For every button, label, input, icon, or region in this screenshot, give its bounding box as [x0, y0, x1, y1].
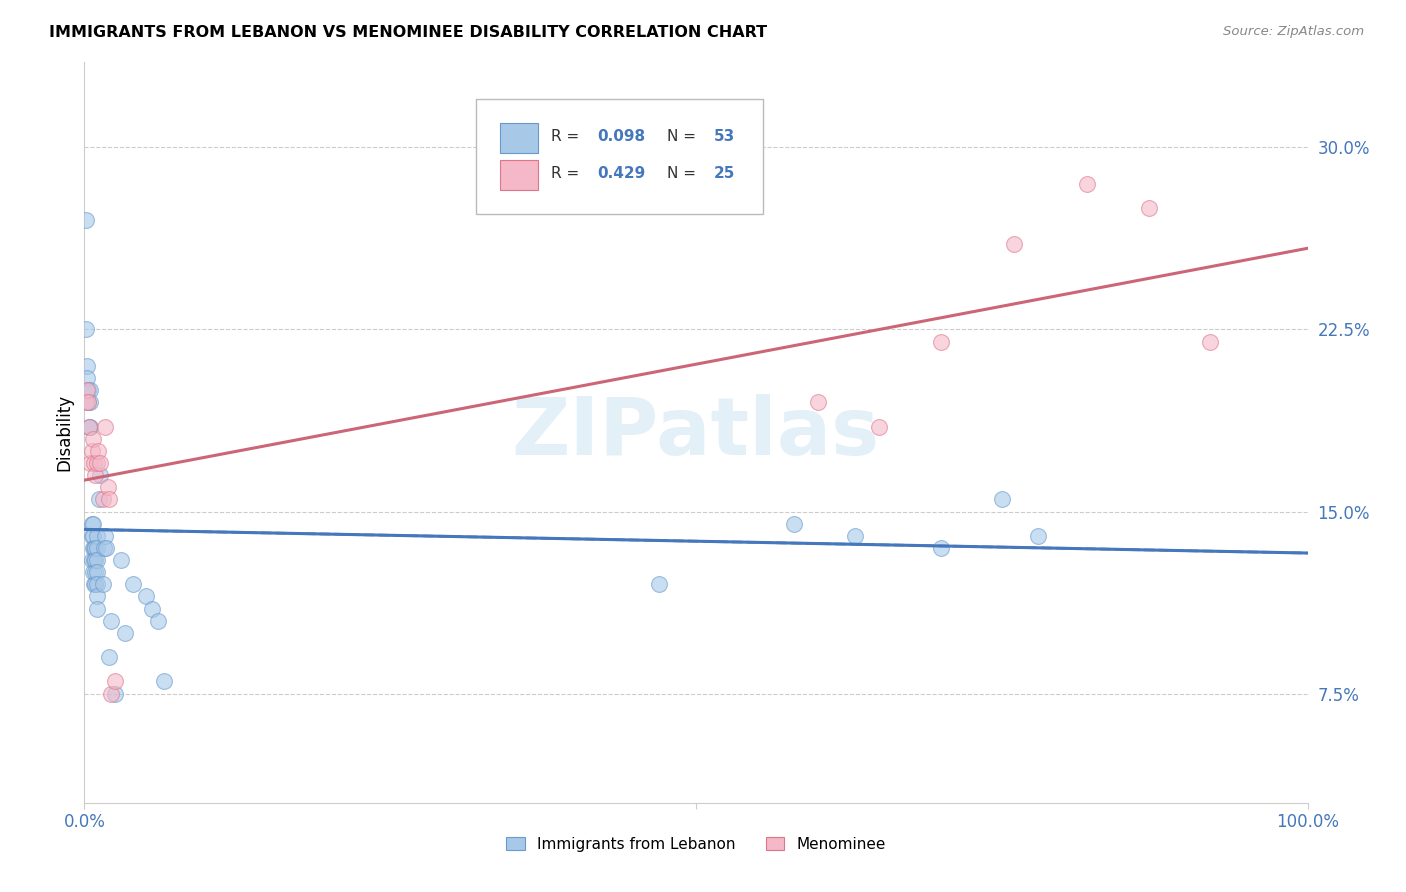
Point: [86, 577, 108, 591]
Point: [1137, 201, 1160, 215]
Text: 0.429: 0.429: [598, 166, 645, 181]
Point: [94, 529, 117, 543]
Point: [75, 213, 97, 227]
Point: [114, 626, 136, 640]
Text: Source: ZipAtlas.com: Source: ZipAtlas.com: [1223, 25, 1364, 38]
Point: [104, 674, 127, 689]
Point: [83, 577, 105, 591]
Point: [83, 553, 105, 567]
Point: [82, 432, 104, 446]
Point: [86, 456, 108, 470]
Point: [84, 541, 107, 555]
Point: [97, 650, 120, 665]
Point: [77, 395, 100, 409]
Point: [97, 492, 120, 507]
Point: [83, 456, 105, 470]
Point: [100, 687, 122, 701]
Point: [929, 541, 952, 555]
Point: [84, 553, 107, 567]
Point: [86, 565, 108, 579]
Text: N =: N =: [666, 166, 700, 181]
Legend: Immigrants from Lebanon, Menominee: Immigrants from Lebanon, Menominee: [501, 830, 891, 858]
Point: [86, 553, 108, 567]
Point: [83, 541, 105, 555]
Point: [79, 383, 101, 397]
Text: 25: 25: [713, 166, 735, 181]
Point: [82, 565, 104, 579]
Point: [141, 601, 163, 615]
Point: [77, 395, 100, 409]
Point: [97, 480, 120, 494]
Point: [86, 541, 108, 555]
Point: [80, 516, 103, 531]
Point: [84, 468, 107, 483]
Point: [146, 614, 169, 628]
Point: [89, 456, 111, 470]
Point: [991, 492, 1014, 507]
Point: [1198, 334, 1220, 349]
Point: [869, 419, 891, 434]
Text: R =: R =: [551, 129, 583, 144]
Point: [100, 614, 122, 628]
FancyBboxPatch shape: [501, 161, 538, 190]
Point: [1028, 529, 1050, 543]
Y-axis label: Disability: Disability: [55, 394, 73, 471]
Point: [783, 516, 806, 531]
Point: [79, 456, 101, 470]
FancyBboxPatch shape: [501, 123, 538, 153]
Point: [82, 516, 104, 531]
Point: [93, 541, 115, 555]
Text: IMMIGRANTS FROM LEBANON VS MENOMINEE DISABILITY CORRELATION CHART: IMMIGRANTS FROM LEBANON VS MENOMINEE DIS…: [49, 25, 768, 40]
Point: [110, 553, 132, 567]
Point: [79, 419, 101, 434]
Point: [91, 492, 114, 507]
Point: [77, 383, 100, 397]
Text: ZIPatlas: ZIPatlas: [512, 393, 880, 472]
Text: 0.098: 0.098: [598, 129, 645, 144]
Point: [86, 590, 108, 604]
Point: [76, 371, 98, 385]
Point: [94, 419, 117, 434]
FancyBboxPatch shape: [475, 99, 763, 214]
Point: [82, 529, 104, 543]
Point: [77, 419, 100, 434]
Point: [135, 590, 157, 604]
Point: [76, 359, 98, 373]
Point: [91, 577, 114, 591]
Point: [84, 565, 107, 579]
Point: [104, 687, 127, 701]
Point: [77, 419, 100, 434]
Point: [648, 577, 671, 591]
Point: [122, 577, 145, 591]
Point: [86, 529, 108, 543]
Point: [1076, 177, 1098, 191]
Point: [89, 468, 111, 483]
Point: [929, 334, 952, 349]
Point: [79, 395, 101, 409]
Point: [96, 541, 118, 555]
Point: [87, 443, 110, 458]
Point: [75, 395, 97, 409]
Point: [1002, 237, 1025, 252]
Point: [80, 529, 103, 543]
Point: [844, 529, 866, 543]
Point: [76, 383, 98, 397]
Point: [80, 553, 103, 567]
Point: [87, 492, 110, 507]
Point: [82, 541, 104, 555]
Point: [75, 322, 97, 336]
Point: [153, 674, 176, 689]
Point: [80, 443, 103, 458]
Text: R =: R =: [551, 166, 583, 181]
Text: 53: 53: [713, 129, 734, 144]
Point: [807, 395, 830, 409]
Point: [84, 577, 107, 591]
Text: N =: N =: [666, 129, 700, 144]
Point: [86, 601, 108, 615]
